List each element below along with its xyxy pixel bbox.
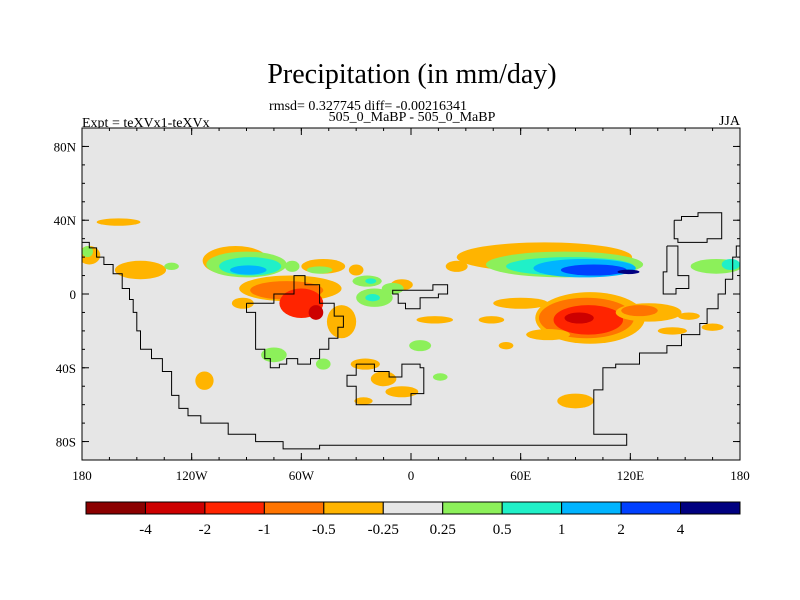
anomaly-region bbox=[564, 312, 594, 324]
x-tick-label: 120E bbox=[617, 468, 645, 483]
anomaly-region bbox=[721, 258, 740, 271]
colorbar-label: 1 bbox=[558, 522, 566, 538]
anomaly-region bbox=[385, 386, 419, 398]
x-tick-label: 180 bbox=[730, 468, 750, 483]
anomaly-region bbox=[348, 264, 364, 276]
coastline bbox=[246, 275, 344, 369]
anomaly-region bbox=[315, 358, 331, 370]
colorbar-swatch bbox=[263, 501, 325, 515]
colorbar-swatch bbox=[620, 501, 682, 515]
coastline bbox=[346, 363, 425, 406]
stats-line: rmsd= 0.327745 diff= -0.00216341 bbox=[269, 99, 467, 114]
anomaly-region bbox=[677, 312, 700, 320]
colorbar-swatch bbox=[323, 501, 384, 515]
colorbar-label: -2 bbox=[199, 522, 212, 538]
anomaly-region bbox=[354, 397, 373, 405]
anomaly-region bbox=[82, 246, 93, 258]
colorbar-label: 2 bbox=[617, 522, 625, 538]
anomaly-region bbox=[498, 341, 514, 350]
precip-field bbox=[82, 218, 740, 409]
colorbar-swatch bbox=[561, 501, 622, 515]
anomaly-region bbox=[617, 269, 640, 275]
anomaly-region bbox=[284, 260, 300, 272]
colorbar-swatch bbox=[144, 501, 206, 515]
colorbar-label: -1 bbox=[258, 522, 271, 538]
y-tick-label: 40S bbox=[56, 361, 76, 376]
colorbar-label: -0.5 bbox=[312, 522, 336, 538]
season-label: JJA bbox=[719, 114, 741, 129]
anomaly-region bbox=[365, 294, 380, 302]
anomaly-region bbox=[308, 305, 324, 320]
y-tick-label: 80N bbox=[54, 139, 77, 154]
colorbar-swatch bbox=[442, 501, 503, 515]
anomaly-region bbox=[526, 329, 571, 341]
chart-subtitle: 505_0_MaBP - 505_0_MaBP bbox=[329, 110, 496, 125]
chart-title: Precipitation (in mm/day) bbox=[267, 59, 556, 90]
anomaly-region bbox=[478, 316, 505, 324]
anomaly-region bbox=[230, 265, 267, 275]
x-tick-label: 120W bbox=[176, 468, 209, 483]
x-tick-label: 60W bbox=[289, 468, 315, 483]
map-background bbox=[82, 128, 740, 460]
colorbar-swatch bbox=[680, 501, 741, 515]
colorbar-swatch bbox=[85, 501, 146, 515]
anomaly-region bbox=[493, 297, 549, 309]
colorbar-label: -4 bbox=[139, 522, 152, 538]
anomaly-region bbox=[657, 327, 687, 335]
colorbar-label: -0.25 bbox=[368, 522, 399, 538]
colorbar-label: 4 bbox=[677, 522, 685, 538]
colorbar-label: 0.5 bbox=[493, 522, 512, 538]
anomaly-region bbox=[560, 264, 627, 276]
anomaly-region bbox=[409, 340, 432, 352]
colorbar-swatch bbox=[382, 501, 444, 515]
map-panel: 180 120W 60W 0 60E 120E 180 80N 40N 0 40S 80S bbox=[54, 127, 750, 483]
anomaly-region bbox=[557, 393, 594, 409]
anomaly-region bbox=[621, 305, 658, 317]
anomaly-region bbox=[445, 260, 468, 272]
colorbar: -4 -2 -1 -0.5 -0.25 0.25 0.5 1 2 4 bbox=[85, 501, 741, 538]
anomaly-region bbox=[370, 371, 397, 387]
colorbar-label: 0.25 bbox=[430, 522, 456, 538]
anomaly-region bbox=[365, 278, 377, 284]
anomaly-region bbox=[701, 323, 724, 331]
coastline bbox=[82, 241, 740, 450]
colorbar-swatch bbox=[204, 501, 265, 515]
anomaly-region bbox=[306, 266, 333, 274]
anomaly-region bbox=[416, 316, 454, 324]
anomaly-region bbox=[96, 218, 141, 226]
y-tick-label: 40N bbox=[54, 213, 77, 228]
coastline bbox=[673, 212, 723, 243]
coastline bbox=[392, 284, 449, 310]
anomaly-region bbox=[164, 262, 179, 271]
y-tick-label: 0 bbox=[70, 287, 77, 302]
experiment-label: Expt = teXVx1-teXVx bbox=[82, 116, 210, 131]
x-tick-label: 60E bbox=[510, 468, 531, 483]
coastlines bbox=[82, 212, 740, 450]
anomaly-region bbox=[432, 373, 448, 381]
anomaly-region bbox=[326, 305, 357, 339]
colorbar-swatch bbox=[501, 501, 563, 515]
anomaly-region bbox=[195, 371, 214, 390]
anomaly-region bbox=[231, 297, 254, 309]
anomaly-region bbox=[381, 282, 404, 295]
anomaly-region bbox=[114, 260, 167, 280]
x-tick-label: 0 bbox=[408, 468, 415, 483]
y-tick-label: 80S bbox=[56, 435, 76, 450]
x-tick-label: 180 bbox=[72, 468, 92, 483]
coastline bbox=[662, 245, 690, 295]
